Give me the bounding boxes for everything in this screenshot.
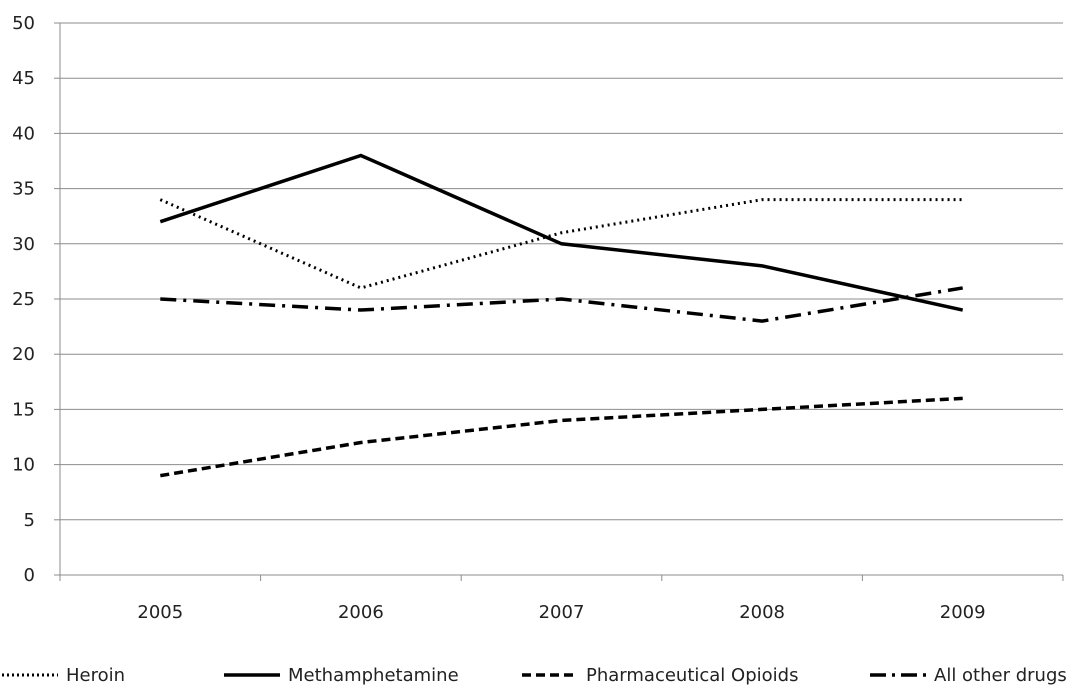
legend-item-heroin: Heroin (0, 662, 125, 688)
legend-swatch-pharmaceutical-opioids (522, 673, 578, 677)
series-line-heroin (159, 198, 963, 290)
legend-item-all-other-drugs: All other drugs (868, 662, 1067, 688)
y-tick-label-30: 30 (12, 234, 35, 255)
legend-swatch-all-other-drugs (870, 673, 926, 677)
y-tick-label-50: 50 (12, 13, 35, 34)
legend: Heroin Methamphetamine Pharmaceutical Op… (0, 662, 1089, 688)
y-tick-label-10: 10 (12, 455, 35, 476)
x-tick-label-2007: 2007 (539, 602, 585, 623)
y-tick-label-0: 0 (24, 565, 35, 586)
legend-label-all-other-drugs: All other drugs (934, 664, 1067, 686)
y-tick-label-15: 15 (12, 399, 35, 420)
legend-label-heroin: Heroin (66, 664, 126, 686)
legend-label-methamphetamine: Methamphetamine (288, 664, 459, 686)
y-tick-label-35: 35 (12, 179, 35, 200)
legend-item-methamphetamine: Methamphetamine (222, 662, 459, 688)
chart-svg: 0 5 10 15 20 25 30 35 40 45 50 2005 2006 2007 2008 2009 (12, 13, 1064, 623)
series-line-all-other-drugs (160, 286, 963, 323)
legend-item-pharmaceutical-opioids: Pharmaceutical Opioids (520, 662, 798, 688)
legend-swatch-methamphetamine (224, 673, 280, 677)
legend-swatch-heroin (2, 673, 58, 677)
y-tick-label-25: 25 (12, 289, 35, 310)
x-tick-label-2005: 2005 (137, 602, 183, 623)
y-tick-label-45: 45 (12, 68, 35, 89)
x-tick-label-2008: 2008 (739, 602, 785, 623)
series-line-methamphetamine (159, 153, 964, 312)
y-tick-label-40: 40 (12, 123, 35, 144)
x-tick-label-2006: 2006 (338, 602, 384, 623)
legend-label-pharmaceutical-opioids: Pharmaceutical Opioids (586, 664, 799, 686)
y-tick-label-5: 5 (24, 510, 35, 531)
x-tick-label-2009: 2009 (940, 602, 986, 623)
y-tick-label-20: 20 (12, 344, 35, 365)
series-line-pharmaceutical-opioids (160, 396, 963, 478)
